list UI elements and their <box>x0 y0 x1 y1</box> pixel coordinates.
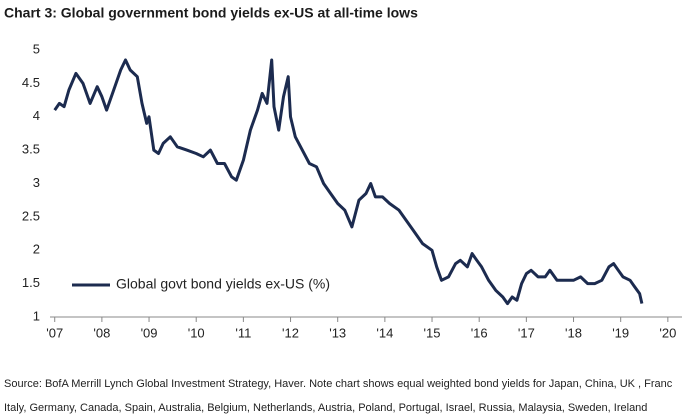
x-tick-label: '11 <box>235 325 251 340</box>
chart-title: Chart 3: Global government bond yields e… <box>4 5 418 21</box>
source-line: Source: BofA Merrill Lynch Global Invest… <box>4 378 673 390</box>
x-tick-label: '17 <box>518 325 535 340</box>
y-tick-label: 4 <box>33 108 40 123</box>
source-line: Italy, Germany, Canada, Spain, Australia… <box>4 402 647 414</box>
x-tick-label: '18 <box>565 325 582 340</box>
series-line <box>53 58 644 306</box>
x-tick-label: '14 <box>376 325 393 340</box>
x-tick-label: '07 <box>46 325 63 340</box>
y-tick-label: 5 <box>33 41 40 56</box>
x-tick-label: '20 <box>659 325 676 340</box>
y-tick-label: 2.5 <box>22 208 40 223</box>
x-tick-label: '10 <box>188 325 205 340</box>
y-tick-label: 3 <box>33 175 40 190</box>
y-tick-label: 1 <box>33 308 40 323</box>
x-tick-label: '12 <box>282 325 299 340</box>
x-tick-label: '19 <box>612 325 629 340</box>
y-tick-label: 3.5 <box>22 142 40 157</box>
y-tick-label: 2 <box>33 242 40 257</box>
y-tick-label: 1.5 <box>22 275 40 290</box>
legend-label: Global govt bond yields ex-US (%) <box>116 276 330 292</box>
x-tick-label: '08 <box>93 325 110 340</box>
y-tick-label: 4.5 <box>22 75 40 90</box>
x-tick-label: '16 <box>471 325 488 340</box>
x-tick-label: '13 <box>329 325 346 340</box>
x-tick-label: '15 <box>424 325 441 340</box>
x-tick-label: '09 <box>141 325 158 340</box>
